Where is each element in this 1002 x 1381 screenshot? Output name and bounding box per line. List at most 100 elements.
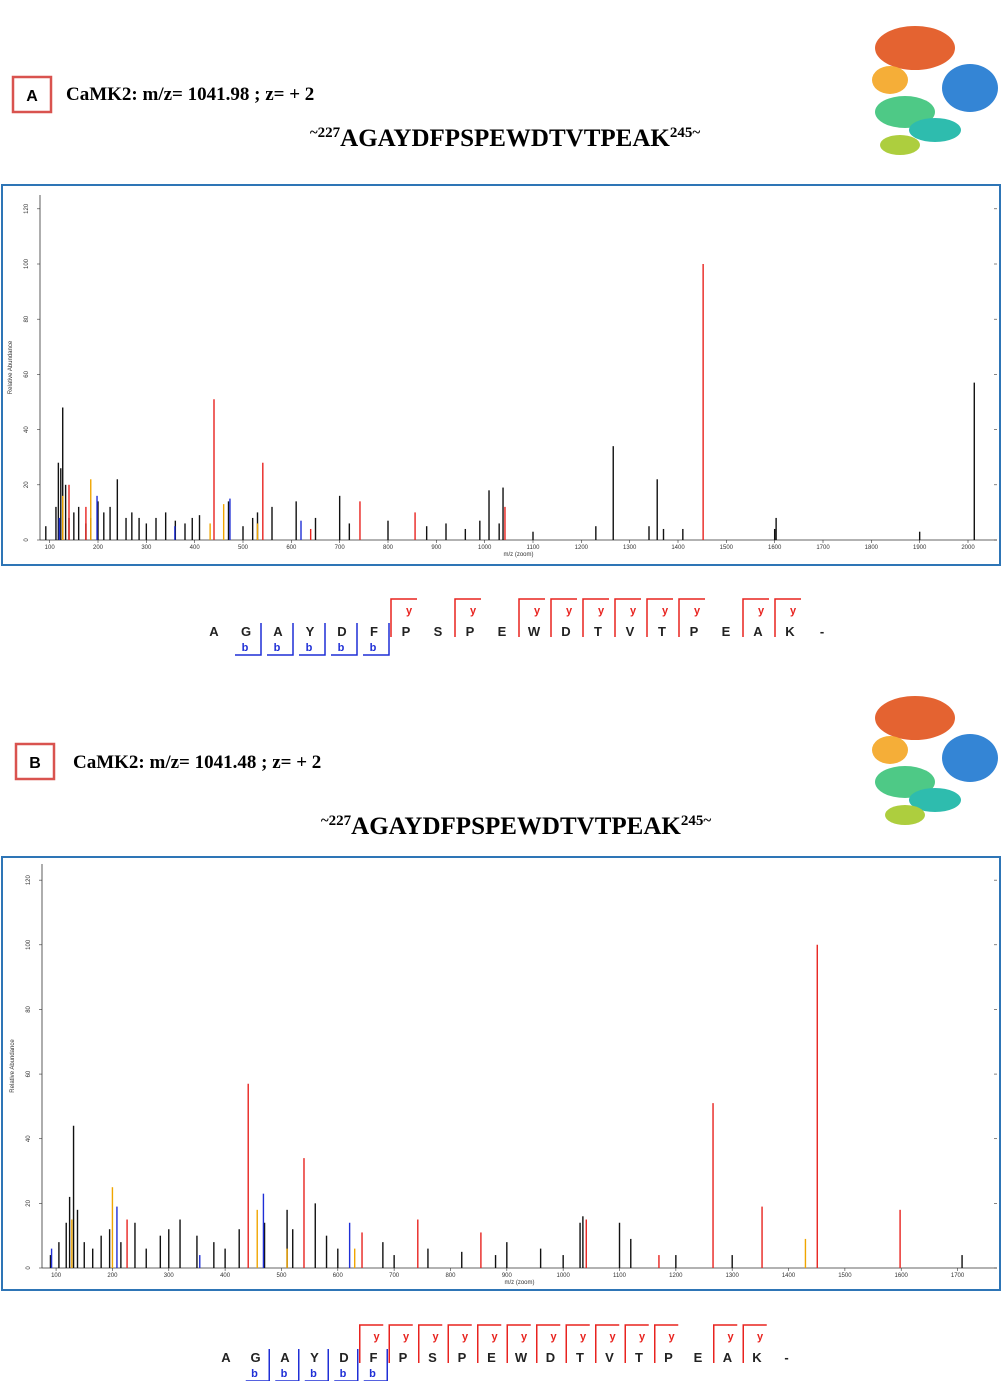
y-tick-label: 40 [24, 426, 30, 433]
x-tick-label: 1500 [720, 545, 734, 551]
x-tick-label: 100 [51, 1273, 62, 1279]
x-tick-label: 1200 [575, 545, 589, 551]
x-tick-label: 1400 [671, 545, 685, 551]
x-tick-label: 1600 [895, 1273, 909, 1279]
residue: T [576, 1350, 584, 1365]
seq-end: 245~ [681, 813, 712, 829]
b-ion-label: b [306, 642, 313, 654]
y-ion-label: y [639, 1331, 646, 1343]
y-tick-label: 20 [24, 481, 30, 488]
y-tick-label: 0 [24, 538, 30, 542]
residue: E [487, 1350, 496, 1365]
residue: D [337, 624, 346, 639]
sequence: ~227AGAYDFPSPEWDTVTPEAK245~ [321, 813, 711, 840]
residue: K [785, 624, 795, 639]
protein-structure [872, 26, 998, 155]
y-axis-label: Relative Abundance [8, 340, 14, 394]
residue: F [370, 1350, 378, 1365]
residue: P [399, 1350, 408, 1365]
y-ion-label: y [470, 605, 477, 617]
x-axis-label: m/z (zoom) [505, 1280, 535, 1286]
residue: D [561, 624, 570, 639]
residue: D [546, 1350, 555, 1365]
y-ion-label: y [598, 605, 605, 617]
residue: E [498, 624, 507, 639]
y-tick-label: 60 [26, 1070, 32, 1077]
y-ion-label: y [566, 605, 573, 617]
sequence: ~227AGAYDFPSPEWDTVTPEAK245~ [310, 125, 700, 152]
b-ion-label: b [370, 642, 377, 654]
y-tick-label: 80 [24, 315, 30, 322]
panel-label: B [29, 755, 41, 772]
y-tick-label: 40 [26, 1135, 32, 1142]
x-tick-label: 1700 [816, 545, 830, 551]
x-tick-label: 1000 [478, 545, 492, 551]
seq-end: 245~ [670, 125, 701, 141]
y-ion-label: y [790, 605, 797, 617]
residue: E [722, 624, 731, 639]
y-ion-label: y [550, 1331, 557, 1343]
x-tick-label: 500 [276, 1273, 287, 1279]
residue: V [626, 624, 635, 639]
x-tick-label: 1100 [527, 545, 541, 551]
x-axis-label: m/z (zoom) [504, 552, 534, 558]
residue: G [250, 1350, 260, 1365]
y-ion-label: y [521, 1331, 528, 1343]
residue: E [694, 1350, 703, 1365]
residue: P [402, 624, 411, 639]
y-ion-label: y [580, 1331, 587, 1343]
y-ion-label: y [758, 605, 765, 617]
x-tick-label: 300 [141, 545, 152, 551]
x-tick-label: 1100 [613, 1273, 627, 1279]
residue: P [458, 1350, 467, 1365]
page: {"panels": [ {"label": "A", "header": "C… [0, 0, 1002, 1381]
figure: A CaMK2: m/z= 1041.98 ; z= + 2 ~227AGAYD… [0, 0, 1002, 1381]
x-tick-label: 1900 [913, 545, 927, 551]
y-ion-label: y [694, 605, 701, 617]
y-ion-label: y [668, 1331, 675, 1343]
y-tick-label: 100 [24, 258, 30, 269]
residue: - [784, 1350, 788, 1365]
y-ion-label: y [727, 1331, 734, 1343]
b-ion-label: b [242, 642, 249, 654]
x-tick-label: 700 [389, 1273, 400, 1279]
residue: P [466, 624, 475, 639]
x-tick-label: 800 [445, 1273, 456, 1279]
x-tick-label: 500 [238, 545, 249, 551]
plot-frame [2, 185, 1000, 565]
x-tick-label: 900 [431, 545, 442, 551]
b-ion-label: b [338, 642, 345, 654]
y-ion-label: y [432, 1331, 439, 1343]
plot-frame [2, 857, 1000, 1290]
x-tick-label: 1700 [951, 1273, 965, 1279]
residue: G [241, 624, 251, 639]
residue: D [339, 1350, 348, 1365]
y-ion-label: y [630, 605, 637, 617]
residue: A [273, 624, 283, 639]
x-tick-label: 1800 [865, 545, 879, 551]
x-tick-label: 1500 [838, 1273, 852, 1279]
panel-header: CaMK2: m/z= 1041.48 ; z= + 2 [73, 752, 321, 773]
residue: - [820, 624, 824, 639]
x-tick-label: 800 [383, 545, 394, 551]
y-tick-label: 60 [24, 370, 30, 377]
seq-residues: AGAYDFPSPEWDTVTPEAK [340, 125, 670, 152]
residue: Y [310, 1350, 319, 1365]
x-tick-label: 200 [107, 1273, 118, 1279]
y-ion-label: y [662, 605, 669, 617]
x-tick-label: 300 [164, 1273, 175, 1279]
x-tick-label: 2000 [961, 545, 975, 551]
x-tick-label: 200 [93, 545, 104, 551]
residue: K [752, 1350, 762, 1365]
y-ion-label: y [491, 1331, 498, 1343]
x-tick-label: 600 [286, 545, 297, 551]
y-ion-label: y [534, 605, 541, 617]
residue: P [664, 1350, 673, 1365]
residue: A [209, 624, 219, 639]
b-ion-label: b [310, 1368, 317, 1380]
residue: Y [306, 624, 315, 639]
residue: A [280, 1350, 290, 1365]
seq-start: ~227 [321, 813, 352, 829]
x-tick-label: 100 [45, 545, 56, 551]
y-tick-label: 120 [24, 203, 30, 214]
